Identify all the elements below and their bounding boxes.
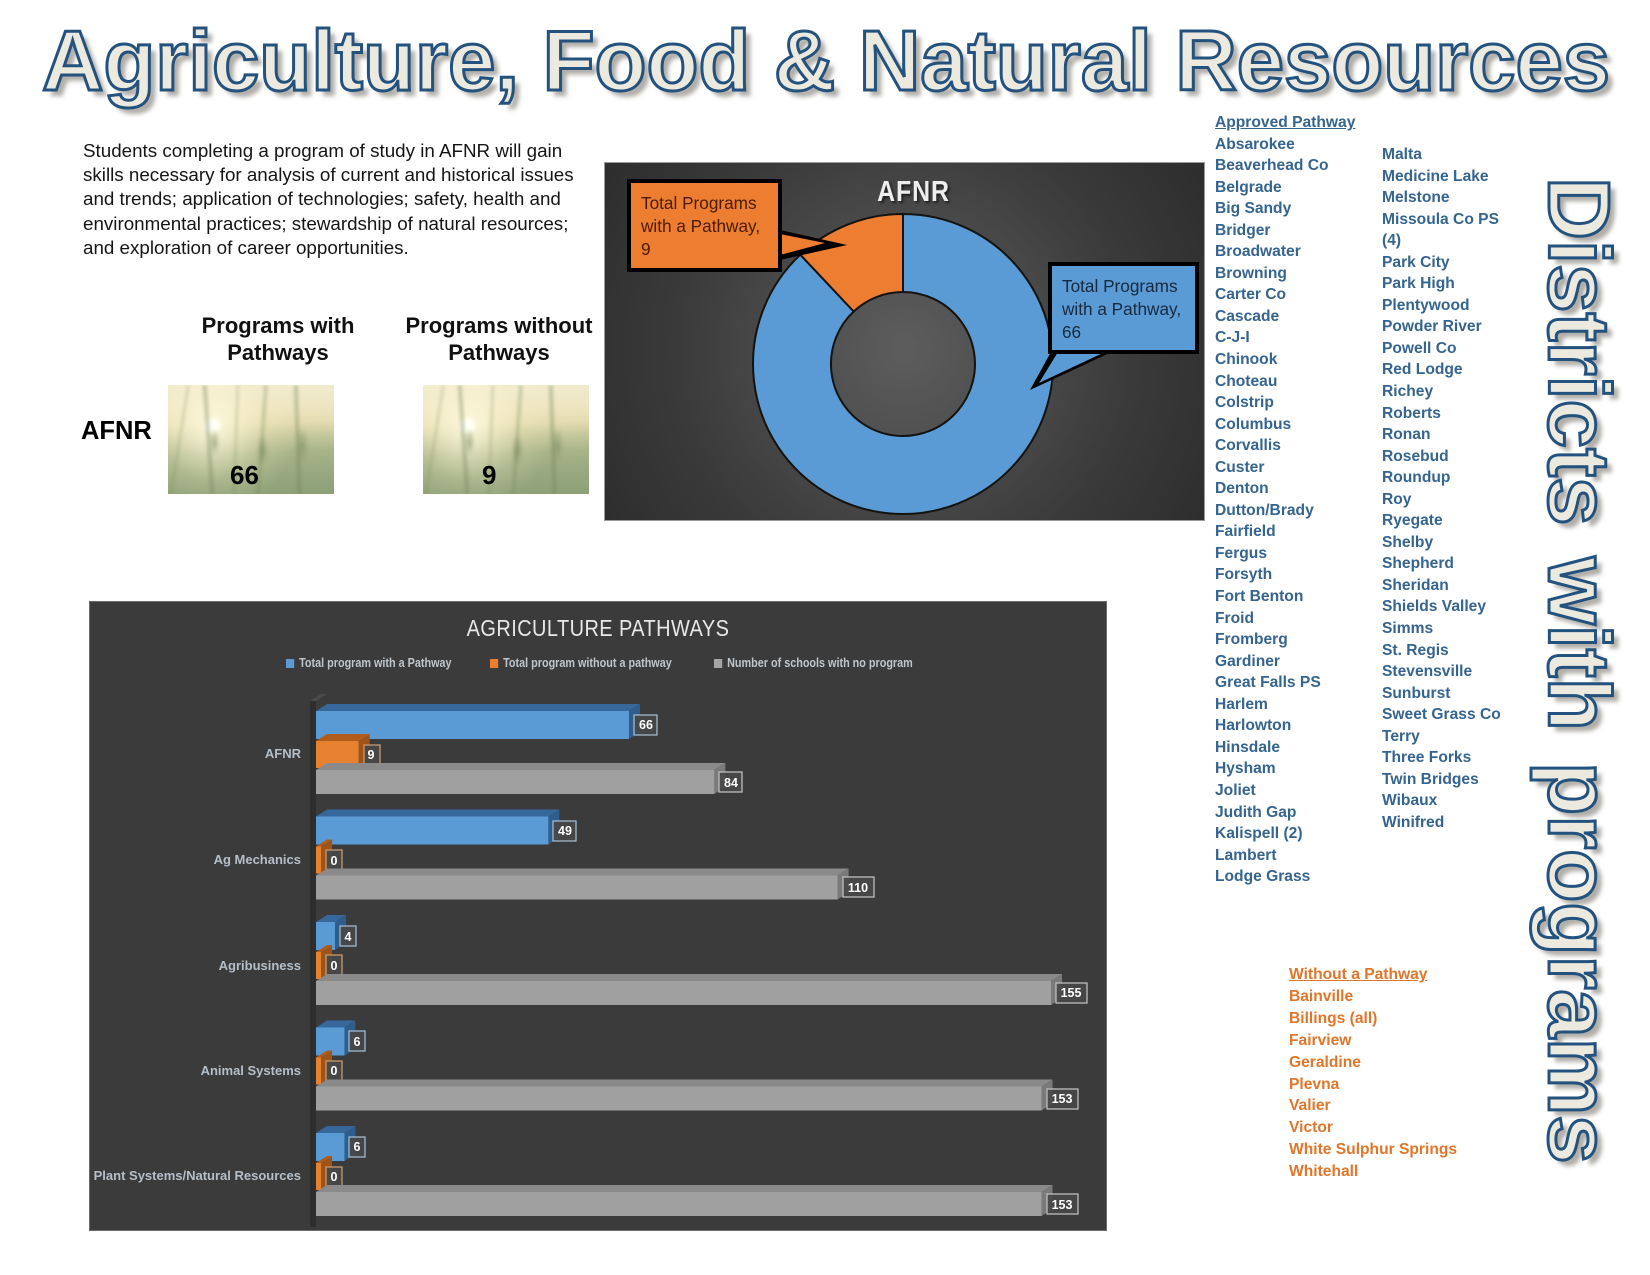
svg-text:0: 0 xyxy=(331,959,338,973)
svg-text:110: 110 xyxy=(848,881,868,895)
svg-text:84: 84 xyxy=(724,776,738,790)
svg-text:153: 153 xyxy=(1052,1092,1073,1106)
svg-text:4: 4 xyxy=(345,930,352,944)
svg-text:0: 0 xyxy=(331,1170,338,1184)
svg-text:49: 49 xyxy=(558,824,572,838)
svg-text:6: 6 xyxy=(354,1140,361,1154)
svg-text:0: 0 xyxy=(331,1064,338,1078)
svg-text:0: 0 xyxy=(331,854,338,868)
svg-text:6: 6 xyxy=(354,1035,361,1049)
svg-text:66: 66 xyxy=(639,718,653,732)
svg-text:9: 9 xyxy=(368,748,375,762)
svg-text:153: 153 xyxy=(1052,1198,1073,1212)
svg-text:155: 155 xyxy=(1061,986,1082,1000)
